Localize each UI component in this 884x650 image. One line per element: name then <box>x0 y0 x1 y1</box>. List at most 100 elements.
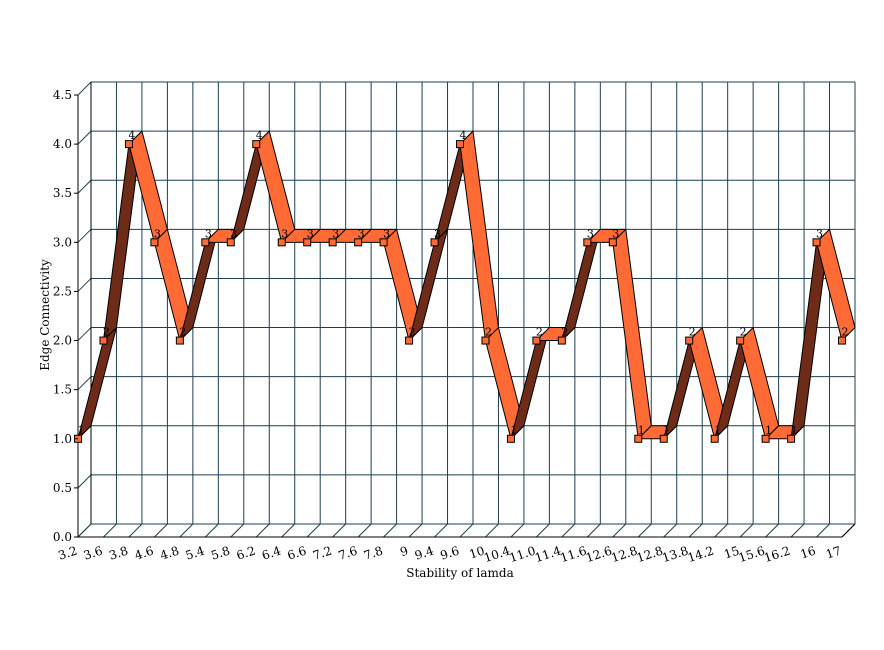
floor-line <box>586 523 601 538</box>
data-point <box>226 238 235 247</box>
floor-line <box>663 523 678 538</box>
data-point <box>481 336 490 345</box>
data-label: 1 <box>714 424 721 437</box>
x-tick-label: 14.2 <box>686 544 716 566</box>
data-label: 3 <box>434 227 441 240</box>
data-label: 1 <box>791 424 798 437</box>
floor-line <box>103 523 117 538</box>
floor-line <box>434 523 448 538</box>
data-point <box>456 140 464 149</box>
data-point <box>838 336 846 345</box>
floor-line <box>77 523 92 538</box>
floor-line <box>485 523 499 538</box>
data-point <box>736 336 745 345</box>
ribbon-segment <box>255 130 296 243</box>
data-point <box>150 238 159 247</box>
data-label: 2 <box>485 326 492 339</box>
x-tick-label: 5.4 <box>184 543 207 562</box>
ribbon-segment <box>77 327 117 440</box>
y-tick-label: 4.5 <box>53 88 72 102</box>
data-point <box>506 434 515 443</box>
data-point <box>710 434 719 443</box>
data-point <box>812 238 821 247</box>
x-axis-title: Stability of lamda <box>406 566 514 580</box>
x-tick-label: 16 <box>799 544 818 562</box>
floor-line <box>739 523 754 538</box>
data-label: 3 <box>358 227 365 240</box>
data-label: 3 <box>281 227 288 240</box>
data-markers <box>74 140 846 443</box>
data-point <box>328 238 337 247</box>
x-tick-label: 3.8 <box>107 544 129 563</box>
data-label: 2 <box>740 326 747 339</box>
ribbon-segment <box>179 228 219 342</box>
data-point <box>405 336 414 345</box>
y-tick-label: 0.0 <box>53 530 72 544</box>
ribbon-segment <box>612 228 652 440</box>
left-wall-line <box>77 474 92 489</box>
x-tick-label: 3.6 <box>82 544 104 563</box>
data-label: 2 <box>103 326 110 339</box>
floor-line <box>510 523 525 538</box>
data-point <box>557 336 566 345</box>
floor-line <box>816 523 830 538</box>
data-label: 1 <box>765 424 772 437</box>
x-tick-label: 7.2 <box>311 544 333 563</box>
data-label: 1 <box>663 424 670 437</box>
data-point <box>201 238 210 247</box>
x-tick-label: 16.2 <box>762 544 792 566</box>
floor-line <box>536 523 550 538</box>
floor-line <box>357 523 372 538</box>
floor-edge <box>841 523 856 538</box>
floor-line <box>154 523 168 538</box>
ribbon-segment <box>408 228 449 342</box>
floor-line <box>255 523 270 538</box>
y-axis-ticks: 0.0 0.5 1.0 1.5 2.0 2.5 3.0 3.5 4.0 4.5 <box>53 88 78 544</box>
x-tick-label: 15 <box>722 544 741 562</box>
floor-line <box>230 523 245 538</box>
x-tick-label: 4.8 <box>158 544 180 563</box>
data-point <box>583 238 592 247</box>
data-point <box>99 336 108 345</box>
data-point <box>124 140 133 149</box>
y-tick-label: 0.5 <box>53 481 72 495</box>
data-label: 1 <box>510 424 517 437</box>
x-tick-label: 6.6 <box>286 544 308 563</box>
data-point <box>354 238 363 247</box>
x-tick-label: 9.4 <box>413 543 436 562</box>
x-tick-label: 5.8 <box>209 544 231 563</box>
y-tick-label: 1.0 <box>53 432 72 446</box>
floor-line <box>765 523 779 538</box>
x-tick-label: 17 <box>824 544 843 562</box>
data-label: 3 <box>205 227 212 240</box>
data-label: 2 <box>409 326 416 339</box>
floor-line <box>459 523 474 538</box>
data-point <box>175 336 184 345</box>
data-label: 4 <box>460 129 467 142</box>
floor-line <box>612 523 627 538</box>
data-label: 2 <box>536 326 543 339</box>
y-tick-label: 3.0 <box>53 235 72 249</box>
left-wall-line <box>77 179 92 194</box>
data-label: 1 <box>638 424 645 437</box>
left-wall-line <box>77 81 92 96</box>
x-tick-label: 3.2 <box>56 544 78 563</box>
x-tick-label: 9.6 <box>438 544 460 563</box>
x-tick-label: 7.8 <box>362 544 384 563</box>
data-point <box>659 434 668 443</box>
x-tick-label: 6.4 <box>260 543 283 562</box>
data-label: 1 <box>78 424 85 437</box>
floor-line <box>714 523 729 538</box>
data-point <box>430 238 439 247</box>
data-point <box>379 238 388 247</box>
data-label: 2 <box>842 326 849 339</box>
y-tick-label: 3.5 <box>53 186 72 200</box>
floor-line <box>561 523 576 538</box>
ribbon-segment <box>459 130 499 342</box>
left-wall-line <box>77 278 92 292</box>
left-wall-line <box>77 228 92 243</box>
data-label: 3 <box>612 227 619 240</box>
ribbon-segment <box>510 327 550 440</box>
floor-line <box>408 523 423 538</box>
